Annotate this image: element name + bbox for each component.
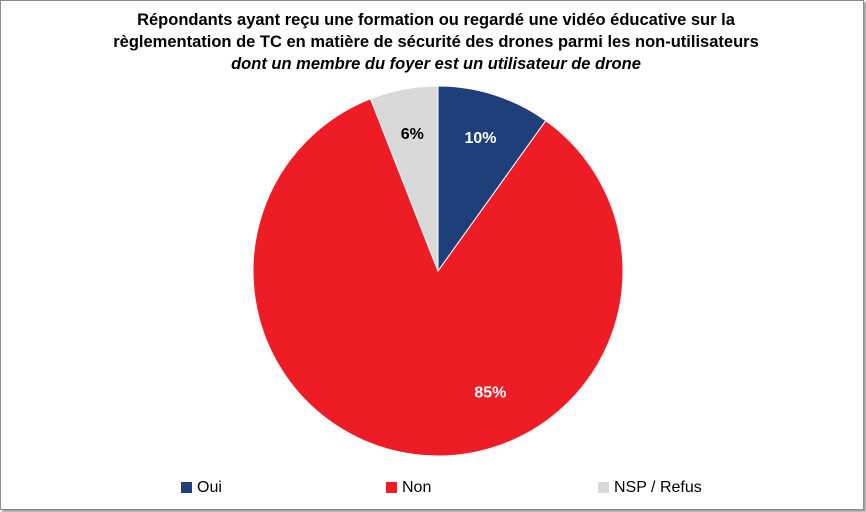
- data-label: 85%: [474, 385, 506, 402]
- data-label: 6%: [401, 126, 424, 143]
- legend-label: Non: [402, 479, 431, 496]
- pie-slice: [252, 98, 624, 457]
- title-emphasis: dont un membre du foyer est un utilisate…: [231, 55, 641, 73]
- pie-slice: [369, 85, 439, 272]
- legend-label: NSP / Refus: [614, 479, 702, 496]
- legend-swatch: [386, 482, 397, 493]
- legend-swatch: [181, 482, 192, 493]
- chart-title: Répondants ayant reçu une formation ou r…: [96, 9, 776, 75]
- title-text: Répondants ayant reçu une formation ou r…: [113, 11, 759, 51]
- legend-swatch: [598, 482, 609, 493]
- legend-label: Oui: [197, 479, 222, 496]
- data-label: 10%: [464, 130, 496, 147]
- pie-slice: [437, 85, 547, 273]
